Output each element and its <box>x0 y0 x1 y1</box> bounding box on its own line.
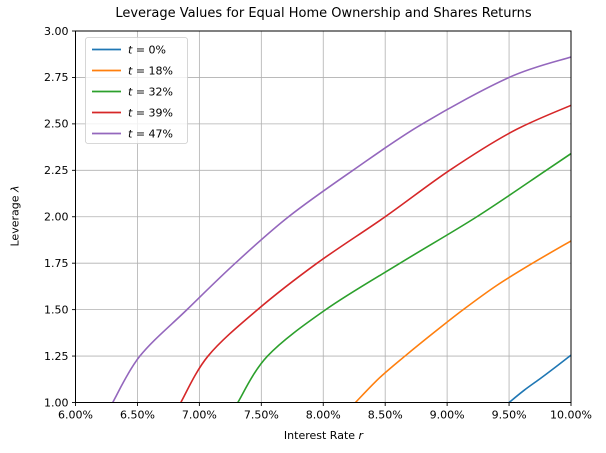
y-tick-label-3-00: 3.00 <box>44 25 69 38</box>
legend-label-t-18: t = 18% <box>128 64 173 77</box>
legend: t = 0% t = 18% t = 32% t = 39% t = 47% <box>85 37 188 144</box>
x-tick-label-8-50: 8.50% <box>368 409 403 422</box>
x-tick-label-6-00: 6.00% <box>58 409 93 422</box>
legend-entry-t-18: t = 18% <box>92 64 173 77</box>
x-tick-label-10-00: 10.00% <box>550 409 592 422</box>
curve-t-39 <box>180 104 571 403</box>
legend-entry-t-0: t = 0% <box>92 43 166 56</box>
x-tick-label-9-00: 9.00% <box>430 409 465 422</box>
y-axis-label: Leverage λ <box>8 185 22 247</box>
y-tick-label-1-00: 1.00 <box>44 396 69 409</box>
curve-t-32 <box>237 152 571 403</box>
ticks <box>72 30 572 406</box>
x-tick-label-9-50: 9.50% <box>492 409 527 422</box>
legend-entry-t-39: t = 39% <box>92 106 173 119</box>
x-tick-label-6-50: 6.50% <box>120 409 155 422</box>
x-tick-label-8-00: 8.00% <box>306 409 341 422</box>
curves <box>111 56 571 403</box>
x-axis-label: Interest Rate r <box>283 429 364 442</box>
legend-label-t-32: t = 32% <box>128 85 173 98</box>
y-tick-label-2-50: 2.50 <box>44 118 69 131</box>
y-tick-label-1-25: 1.25 <box>44 350 69 363</box>
y-tick-label-2-00: 2.00 <box>44 211 69 224</box>
legend-entry-t-32: t = 32% <box>92 85 173 98</box>
y-tick-label-2-75: 2.75 <box>44 71 69 84</box>
legend-entry-t-47: t = 47% <box>92 127 173 140</box>
chart-title: Leverage Values for Equal Home Ownership… <box>115 6 532 21</box>
legend-box <box>85 37 188 144</box>
y-tick-label-2-25: 2.25 <box>44 164 69 177</box>
curve-t-47 <box>111 56 571 403</box>
legend-label-t-0: t = 0% <box>128 43 166 56</box>
y-tick-label-1-50: 1.50 <box>44 303 69 316</box>
tick-labels: 6.00% 6.50% 7.00% 7.50% 8.00% 8.50% 9.00% 9.50%… <box>44 25 592 422</box>
legend-label-t-39: t = 39% <box>128 106 173 119</box>
y-tick-label-1-75: 1.75 <box>44 257 69 270</box>
x-tick-label-7-00: 7.00% <box>182 409 217 422</box>
x-tick-label-7-50: 7.50% <box>244 409 279 422</box>
curve-t-0 <box>508 354 571 403</box>
curve-t-18 <box>354 240 571 403</box>
legend-label-t-47: t = 47% <box>128 127 173 140</box>
